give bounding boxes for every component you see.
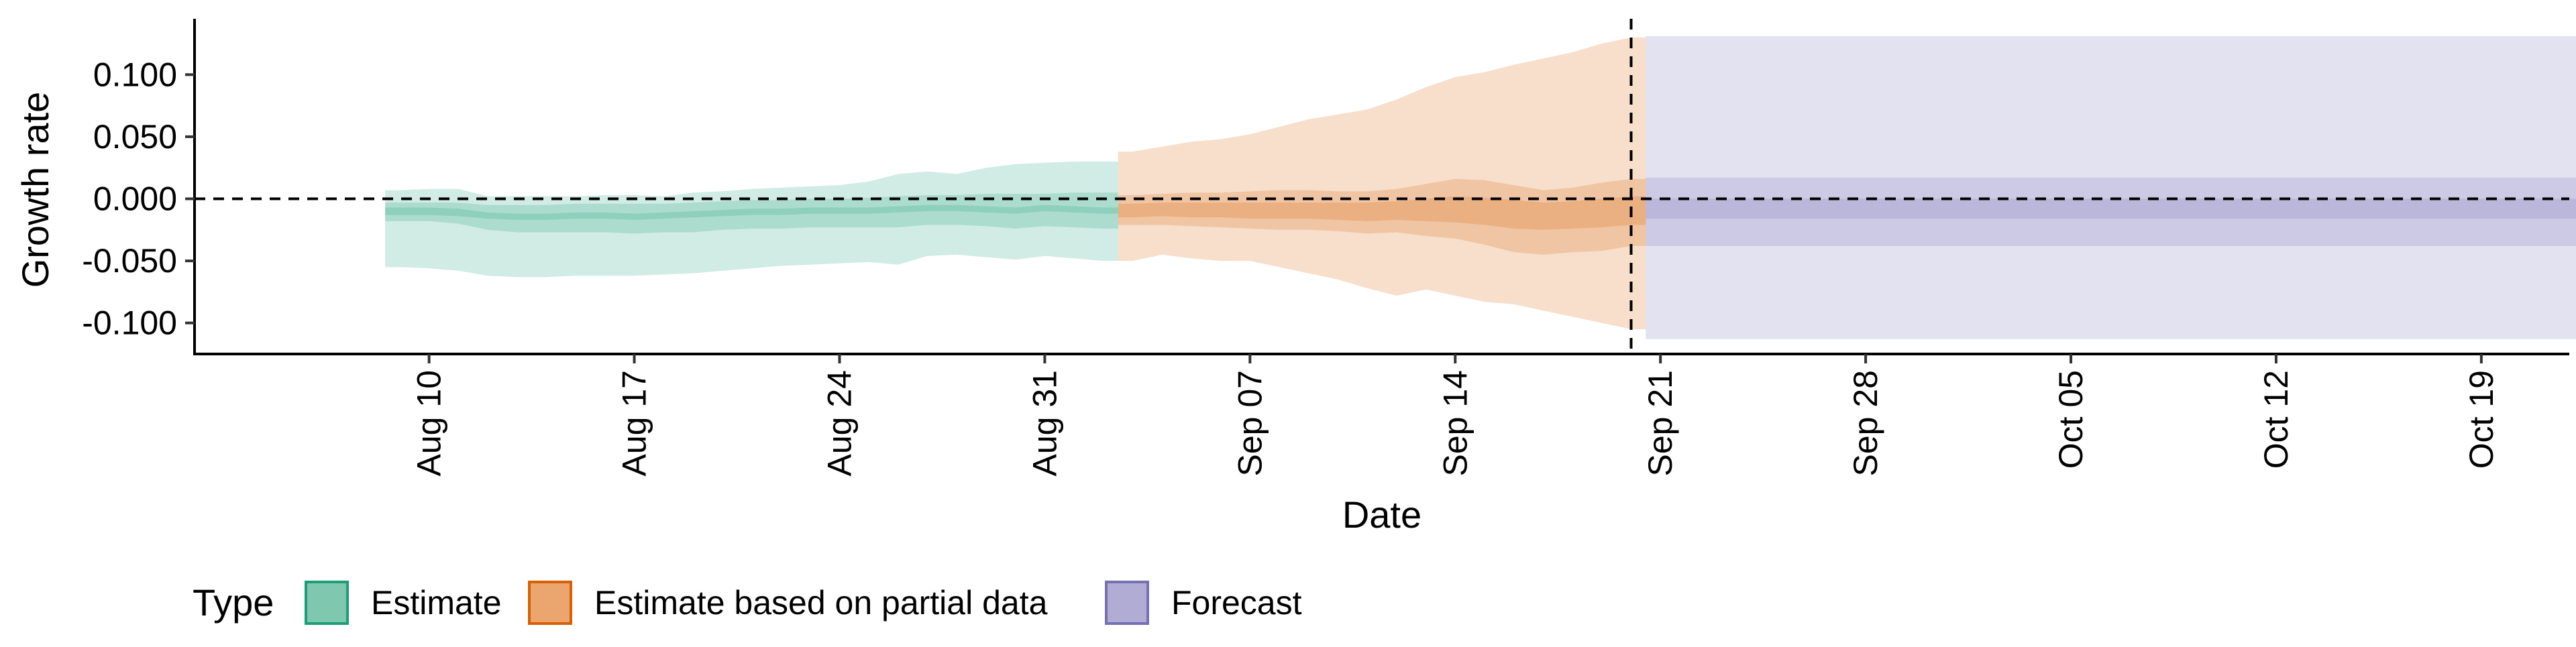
legend-label: Forecast bbox=[1171, 584, 1302, 622]
legend-label: Estimate based on partial data bbox=[594, 584, 1048, 622]
x-tick-label: Sep 07 bbox=[1231, 370, 1269, 476]
y-tick-label: 0.000 bbox=[93, 180, 177, 218]
y-tick-label: 0.050 bbox=[93, 118, 177, 156]
x-tick-label: Sep 28 bbox=[1847, 370, 1884, 476]
x-tick-label: Sep 21 bbox=[1642, 370, 1679, 476]
x-tick-label: Oct 19 bbox=[2463, 370, 2500, 469]
legend-item-estimate: Estimate bbox=[305, 581, 502, 625]
y-tick-label: -0.100 bbox=[82, 304, 177, 342]
x-tick-label: Oct 12 bbox=[2257, 370, 2295, 469]
x-axis-title: Date bbox=[1342, 493, 1421, 536]
axes-layer: -0.100 -0.050 0.000 0.050 0.100 Aug 10 Aug 17 A… bbox=[82, 19, 2569, 476]
y-tick-label: -0.050 bbox=[82, 242, 177, 280]
x-tick-label: Aug 10 bbox=[411, 370, 448, 476]
forecast-band-90 bbox=[1646, 36, 2576, 339]
forecast-band-50 bbox=[1646, 178, 2576, 246]
x-tick-label: Aug 17 bbox=[616, 370, 653, 476]
x-tick-label: Aug 31 bbox=[1026, 370, 1063, 476]
legend-key-estimate bbox=[305, 581, 349, 625]
reference-lines-layer bbox=[195, 19, 2569, 354]
y-tick-label: 0.100 bbox=[93, 56, 177, 93]
legend-key-forecast bbox=[1105, 581, 1149, 625]
x-tick-label: Aug 24 bbox=[820, 370, 858, 476]
legend-key-estimate-based-on-partial-data bbox=[528, 581, 572, 625]
estimate-band-20 bbox=[385, 204, 1118, 220]
estimate-band-90 bbox=[385, 162, 1118, 278]
legend-title: Type bbox=[193, 581, 274, 624]
series-forecast bbox=[1646, 36, 2576, 339]
legend: Type Estimate Estimate based on partial d… bbox=[193, 581, 1302, 625]
series-estimate-based-on-partial-data bbox=[1118, 37, 1646, 330]
legend-item-forecast: Forecast bbox=[1105, 581, 1302, 625]
forecast-band-20 bbox=[1646, 198, 2576, 219]
estimate-based-on-partial-data-band-20 bbox=[1118, 196, 1646, 230]
ribbons-layer bbox=[385, 36, 2576, 339]
estimate-based-on-partial-data-band-90 bbox=[1118, 37, 1646, 330]
legend-item-estimate-based-on-partial-data: Estimate based on partial data bbox=[528, 581, 1048, 625]
estimate-band-50 bbox=[385, 192, 1118, 234]
y-axis-title: Growth rate bbox=[14, 92, 56, 288]
x-tick-label: Sep 14 bbox=[1436, 370, 1474, 476]
series-estimate bbox=[385, 162, 1118, 278]
x-tick-label: Oct 05 bbox=[2052, 370, 2090, 469]
legend-label: Estimate bbox=[371, 584, 502, 622]
